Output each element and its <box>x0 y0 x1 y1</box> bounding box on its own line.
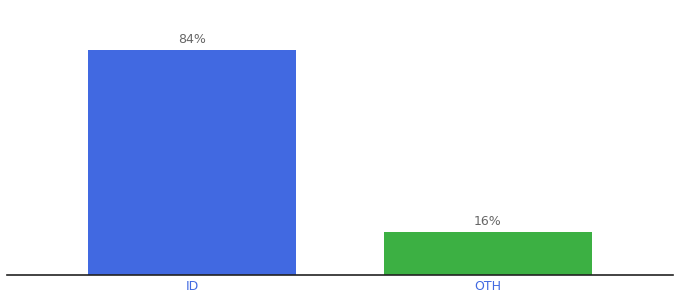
Bar <box>88 50 296 274</box>
Text: 16%: 16% <box>474 215 502 228</box>
Bar <box>384 232 592 274</box>
Text: 84%: 84% <box>178 33 206 46</box>
